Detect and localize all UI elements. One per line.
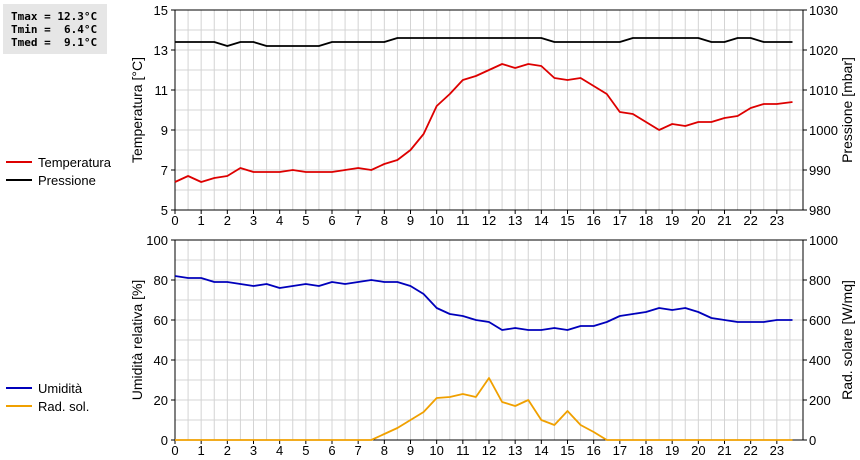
x-tick-label: 8 [381,443,388,458]
x-tick-label: 13 [508,443,522,458]
x-tick-label: 11 [456,443,470,458]
x-tick-label: 23 [770,213,784,228]
x-tick-label: 2 [224,443,231,458]
y-tick-label-right: 1000 [809,123,838,138]
x-tick-label: 10 [429,443,443,458]
y-tick-label-right: 1020 [809,43,838,58]
tmin-stat: Tmin = 6.4°C [11,23,98,36]
x-tick-label: 0 [171,213,178,228]
x-tick-label: 17 [613,443,627,458]
x-tick-label: 9 [407,213,414,228]
x-tick-label: 3 [250,213,257,228]
x-tick-label: 14 [534,443,548,458]
y-tick-label-left: 5 [161,203,168,218]
x-tick-label: 5 [302,443,309,458]
x-tick-label: 6 [328,443,335,458]
y-tick-label-left: 80 [154,273,168,288]
x-tick-label: 20 [691,213,705,228]
series-line-1 [174,63,793,183]
x-tick-label: 1 [198,443,205,458]
x-tick-label: 8 [381,213,388,228]
y-tick-label-right: 990 [809,163,831,178]
y-tick-label-right: 0 [809,433,816,448]
x-tick-label: 22 [743,213,757,228]
y-axis-title-right: Rad. solare [W/mq] [839,280,855,400]
x-tick-label: 4 [276,213,283,228]
y-tick-label-right: 1010 [809,83,838,98]
x-tick-label: 12 [482,213,496,228]
x-tick-label: 20 [691,443,705,458]
y-axis-title-left: Umidità relativa [%] [129,280,145,401]
y-tick-label-right: 980 [809,203,831,218]
tmax-stat: Tmax = 12.3°C [11,10,98,23]
y-axis-title-right: Pressione [mbar] [839,57,855,163]
y-tick-label-left: 11 [155,83,169,98]
y-tick-label-right: 600 [809,313,831,328]
chart-panel-2: 0 1 2 3 4 5 6 7 8 9 10 11 12 13 14 15 16 17 18 19 20 21 22 2302… [6,233,855,458]
y-tick-label-left: 60 [154,313,168,328]
legend-label: Pressione [38,173,96,188]
x-tick-label: 15 [560,443,574,458]
legend-label: Umidità [38,381,83,396]
y-tick-label-left: 13 [154,43,168,58]
x-tick-label: 21 [717,443,731,458]
series-line-2 [175,37,793,47]
y-tick-label-left: 20 [154,393,168,408]
series-line-1 [174,275,793,331]
x-tick-label: 16 [586,213,600,228]
x-tick-label: 18 [639,213,653,228]
series-line-2 [175,377,793,441]
x-tick-label: 4 [276,443,283,458]
y-tick-label-right: 1030 [809,3,838,18]
x-tick-label: 19 [665,443,679,458]
stats-box: Tmax = 12.3°C Tmin = 6.4°C Tmed = 9.1°C [3,4,107,54]
y-tick-label-left: 40 [154,353,168,368]
y-axis-title-left: Temperatura [°C] [129,57,145,163]
y-tick-label-right: 200 [809,393,831,408]
chart-panel-1: 0 1 2 3 4 5 6 7 8 9 10 11 12 13 14 15 16 17 18 19 20 21 22 2357… [6,3,855,228]
y-tick-label-left: 15 [154,3,168,18]
x-tick-label: 14 [534,213,548,228]
y-tick-label-right: 800 [809,273,831,288]
x-tick-label: 10 [429,213,443,228]
x-tick-label: 22 [743,443,757,458]
legend-label: Temperatura [38,155,112,170]
x-tick-label: 3 [250,443,257,458]
x-tick-label: 0 [171,443,178,458]
x-tick-label: 18 [639,443,653,458]
legend-label: Rad. sol. [38,399,89,414]
y-tick-label-left: 0 [161,433,168,448]
x-tick-label: 9 [407,443,414,458]
y-tick-label-left: 9 [161,123,168,138]
y-tick-label-left: 7 [161,163,168,178]
tmed-stat: Tmed = 9.1°C [11,36,98,49]
x-tick-label: 17 [613,213,627,228]
x-tick-label: 13 [508,213,522,228]
x-tick-label: 23 [770,443,784,458]
x-tick-label: 1 [198,213,205,228]
x-tick-label: 11 [456,213,470,228]
x-tick-label: 16 [586,443,600,458]
x-tick-label: 19 [665,213,679,228]
x-tick-label: 7 [355,443,362,458]
x-tick-label: 5 [302,213,309,228]
x-tick-label: 2 [224,213,231,228]
y-tick-label-right: 1000 [809,233,838,248]
x-tick-label: 6 [328,213,335,228]
y-tick-label-left: 100 [146,233,168,248]
x-tick-label: 21 [717,213,731,228]
x-tick-label: 12 [482,443,496,458]
x-tick-label: 15 [560,213,574,228]
x-tick-label: 7 [355,213,362,228]
y-tick-label-right: 400 [809,353,831,368]
